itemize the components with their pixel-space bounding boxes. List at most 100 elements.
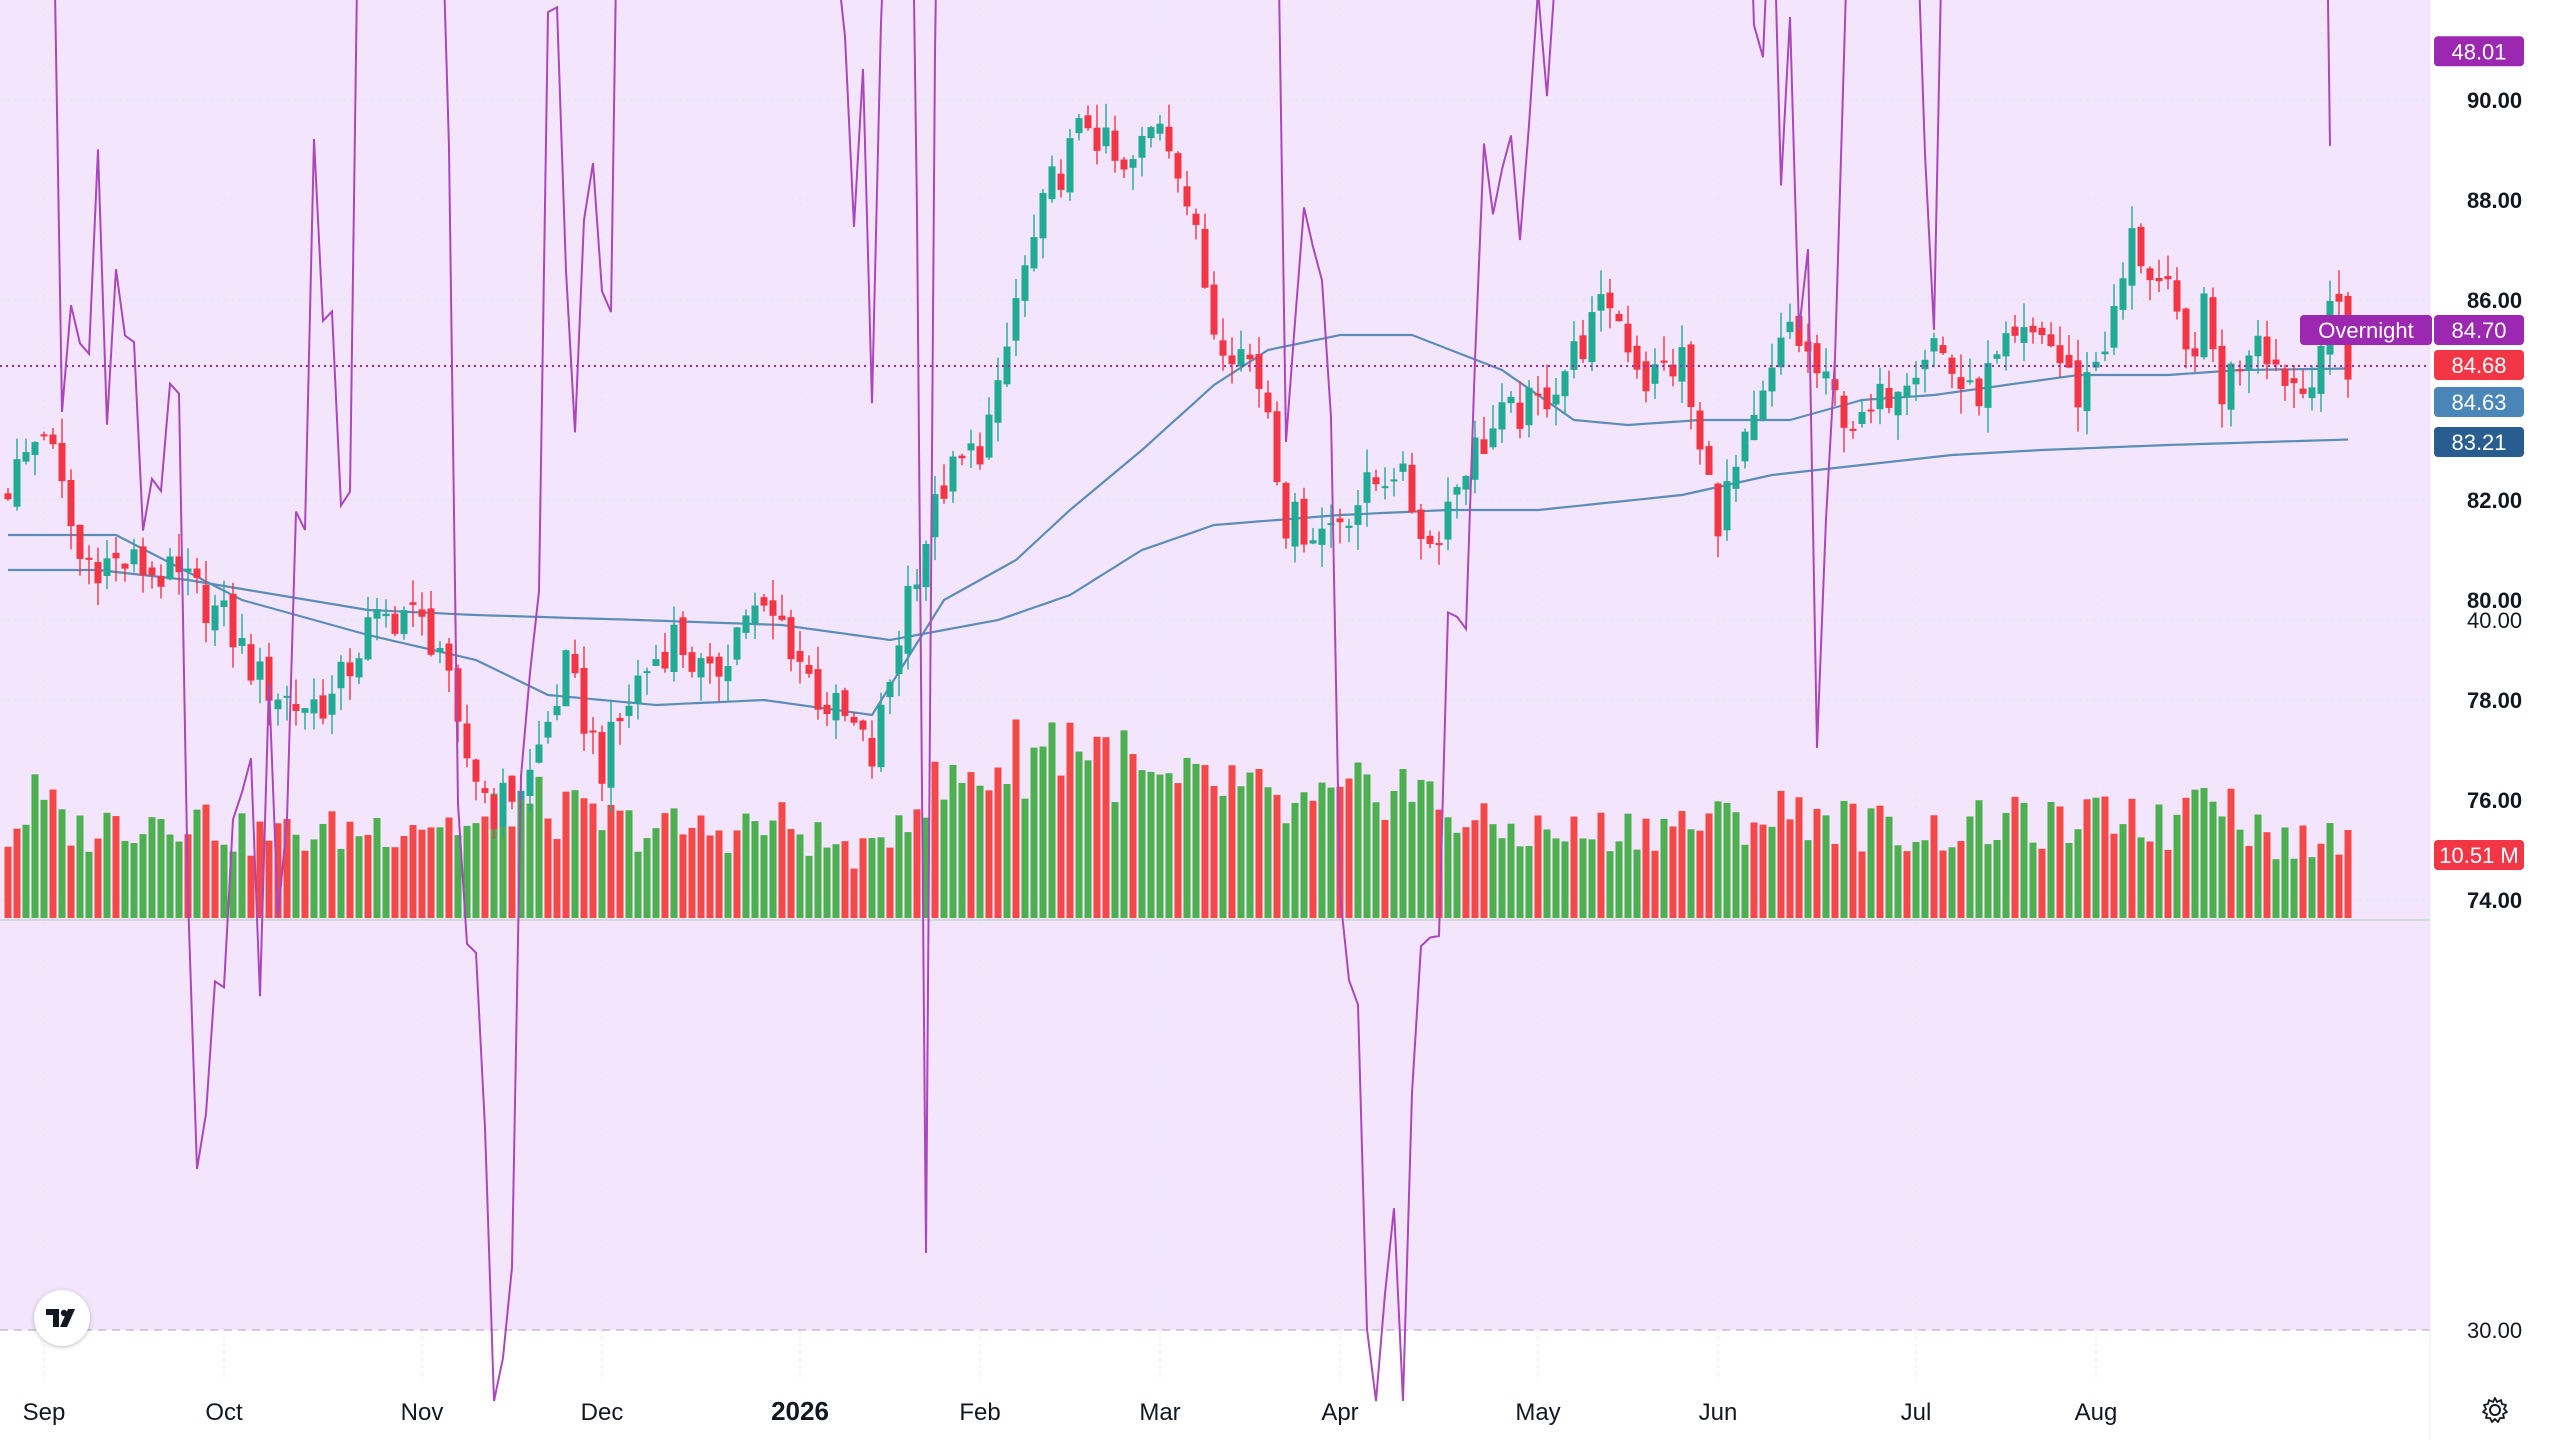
candle-body-72 (652, 659, 660, 666)
volume-bar-181 (1633, 849, 1641, 918)
volume-bar-115 (1039, 746, 1047, 918)
volume-bar-46 (418, 829, 426, 918)
volume-bar-63 (571, 790, 579, 918)
candle-body-113 (1021, 265, 1029, 301)
candle-body-124 (1120, 159, 1128, 170)
price-tick-2: 78.00 (2467, 688, 2522, 713)
candle-body-101 (913, 584, 921, 590)
volume-bar-179 (1615, 841, 1623, 918)
candle-body-84 (760, 597, 768, 606)
volume-bar-38 (346, 821, 354, 918)
candle-body-140 (1264, 392, 1272, 413)
candle-body-109 (985, 414, 993, 458)
candle-body-22 (202, 584, 210, 624)
candle-body-48 (436, 648, 444, 653)
candle-body-193 (1741, 431, 1749, 462)
volume-bar-53 (481, 816, 489, 918)
candle-body-243 (2191, 348, 2199, 357)
candle-body-96 (868, 737, 876, 767)
volume-bar-234 (2110, 833, 2118, 918)
volume-bar-134 (1210, 786, 1218, 918)
candle-body-132 (1192, 213, 1200, 225)
candle-body-228 (2056, 345, 2064, 364)
volume-bar-125 (1129, 754, 1137, 918)
candle-body-253 (2281, 368, 2289, 386)
candle-body-138 (1246, 354, 1254, 360)
candle-body-246 (2218, 345, 2226, 405)
candle-body-68 (616, 717, 624, 722)
candle-body-211 (1903, 385, 1911, 398)
candle-body-213 (1921, 359, 1929, 370)
x-tick-3: Dec (581, 1399, 624, 1426)
volume-bar-95 (859, 838, 867, 918)
candle-body-77 (697, 658, 705, 678)
candle-body-227 (2047, 334, 2055, 347)
candle-body-198 (1786, 321, 1794, 333)
candle-body-121 (1093, 127, 1101, 151)
volume-bar-70 (634, 851, 642, 918)
candle-body-209 (1885, 388, 1893, 408)
tradingview-logo[interactable] (34, 1290, 90, 1346)
candle-body-221 (1993, 354, 2001, 359)
price-tag-2 (2434, 387, 2524, 417)
volume-bar-249 (2245, 845, 2253, 918)
candle-body-35 (319, 695, 327, 719)
candle-body-92 (832, 692, 840, 721)
x-tick-0: Sep (23, 1399, 66, 1426)
volume-bar-56 (508, 826, 516, 918)
volume-bar-15 (139, 834, 147, 918)
volume-bar-113 (1021, 798, 1029, 918)
volume-bar-171 (1543, 829, 1551, 918)
candle-body-156 (1408, 464, 1416, 513)
candle-body-6 (58, 442, 66, 482)
volume-bar-199 (1795, 797, 1803, 918)
candle-body-245 (2209, 297, 2217, 350)
volume-bar-132 (1192, 763, 1200, 918)
candle-body-220 (1984, 363, 1992, 408)
volume-bar-246 (2218, 816, 2226, 918)
volume-bar-22 (202, 804, 210, 918)
candle-body-42 (382, 613, 390, 617)
volume-bar-122 (1102, 737, 1110, 918)
volume-bar-128 (1156, 774, 1164, 918)
candle-body-148 (1336, 518, 1344, 523)
candle-body-56 (508, 775, 516, 802)
candle-body-237 (2137, 226, 2145, 267)
candle-body-99 (895, 645, 903, 675)
candle-body-255 (2299, 388, 2307, 394)
volume-bar-183 (1651, 850, 1659, 918)
price-tick-0: 74.00 (2467, 888, 2522, 913)
candle-body-187 (1687, 344, 1695, 408)
volume-bar-184 (1660, 818, 1668, 918)
price-tag-text-2: 84.63 (2451, 390, 2506, 415)
settings-gear-icon[interactable] (2475, 1390, 2515, 1430)
candle-body-144 (1300, 498, 1308, 545)
volume-bar-35 (319, 823, 327, 918)
candle-body-177 (1597, 294, 1605, 311)
candle-body-235 (2119, 278, 2127, 310)
candle-body-141 (1273, 411, 1281, 483)
candle-body-1 (13, 459, 21, 507)
candle-body-134 (1210, 284, 1218, 335)
volume-bar-31 (283, 819, 291, 918)
volume-bar-48 (436, 827, 444, 918)
candle-body-112 (1012, 298, 1020, 341)
candle-body-67 (607, 721, 615, 788)
volume-bar-45 (409, 825, 417, 918)
volume-bar-64 (580, 798, 588, 918)
volume-bar-0 (4, 846, 12, 918)
volume-bar-164 (1480, 803, 1488, 918)
candle-body-55 (499, 782, 507, 827)
candle-body-25 (229, 593, 237, 648)
candle-body-164 (1480, 439, 1488, 454)
candle-body-29 (265, 656, 273, 701)
volume-bar-257 (2317, 843, 2325, 918)
candle-body-180 (1624, 323, 1632, 353)
candle-body-118 (1066, 138, 1074, 193)
candle-body-208 (1876, 383, 1884, 410)
candle-body-95 (859, 720, 867, 730)
volume-bar-222 (2002, 813, 2010, 918)
volume-bar-4 (40, 799, 48, 918)
